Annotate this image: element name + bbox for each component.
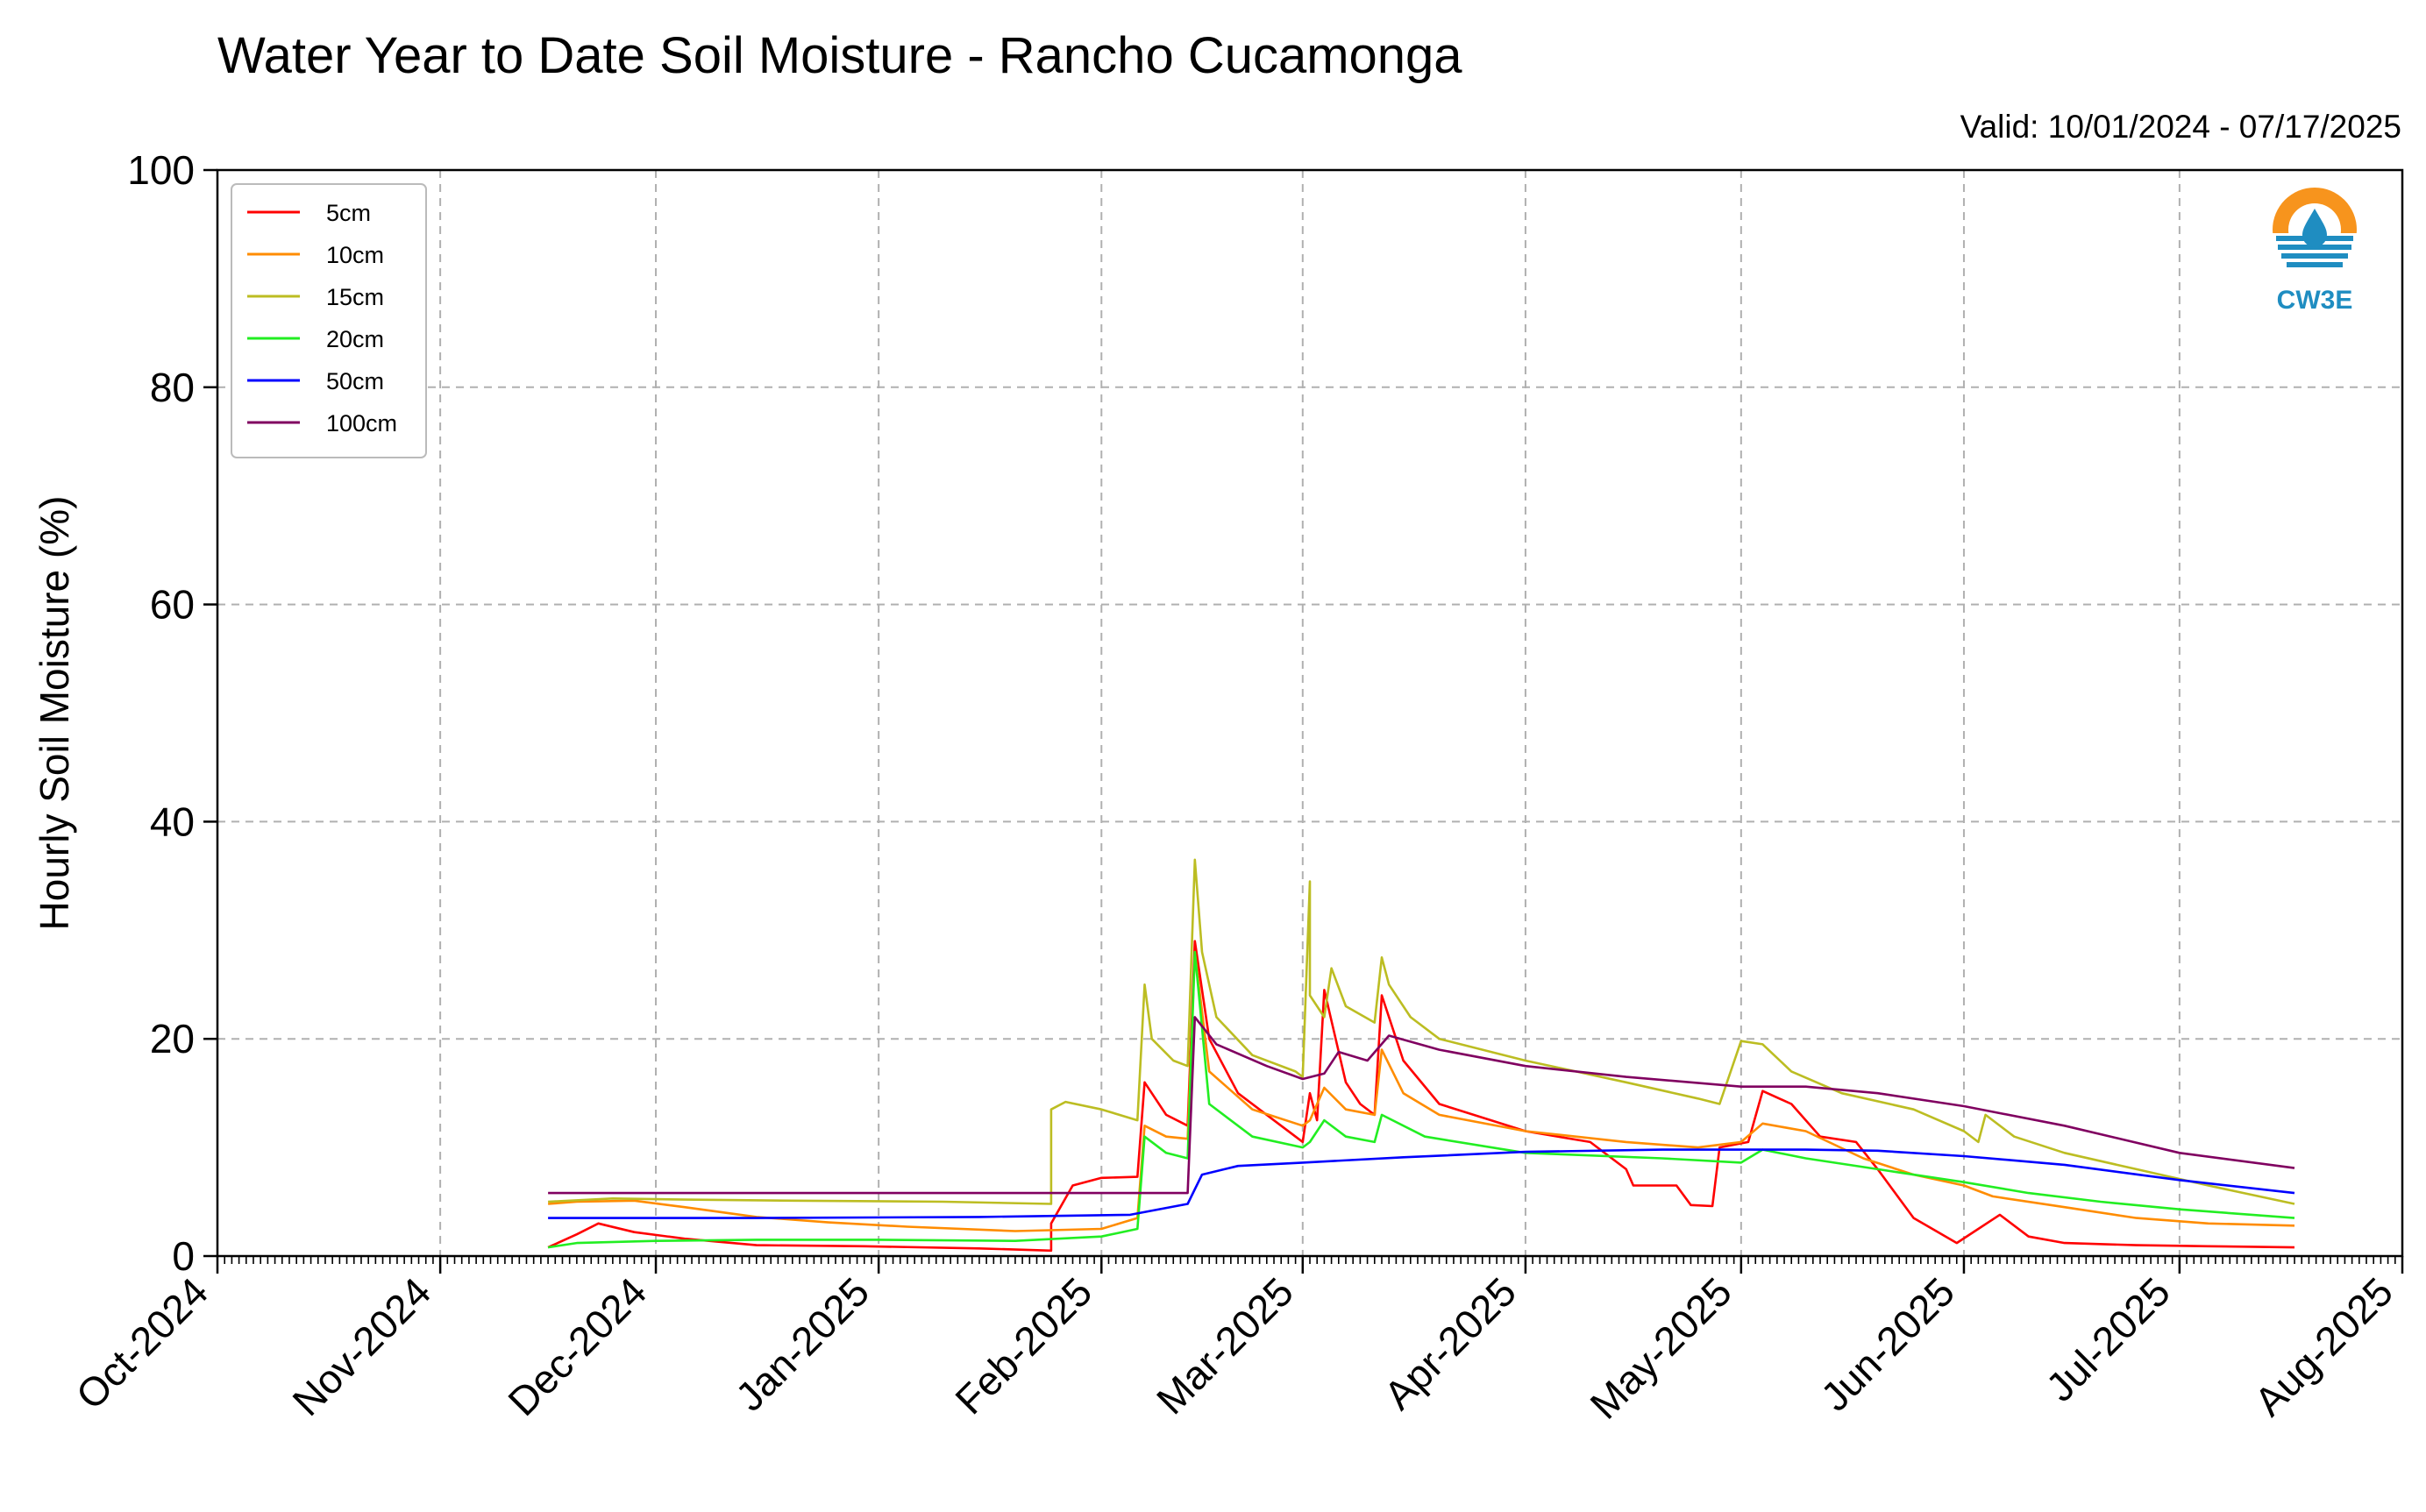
series-line-15cm <box>548 858 2295 1205</box>
y-tick-label: 0 <box>172 1233 195 1279</box>
x-tick-label: May-2025 <box>1581 1268 1739 1427</box>
series-line-5cm <box>547 940 2295 1253</box>
y-tick-label: 20 <box>150 1016 195 1061</box>
x-tick-label: Feb-2025 <box>946 1268 1100 1423</box>
y-tick-label: 60 <box>150 582 195 628</box>
x-tick-label: Jul-2025 <box>2037 1268 2179 1410</box>
cw3e-logo: CW3E <box>2273 188 2357 315</box>
x-tick-label: Mar-2025 <box>1148 1268 1302 1423</box>
series-line-100cm <box>548 1016 2295 1195</box>
legend-label-5cm: 5cm <box>326 200 371 226</box>
chart-title: Water Year to Date Soil Moisture - Ranch… <box>217 27 1462 84</box>
x-tick-label: Nov-2024 <box>283 1268 439 1424</box>
y-tick-label: 100 <box>127 147 195 193</box>
x-tick-label: Oct-2024 <box>68 1268 217 1418</box>
x-tick-label: Aug-2025 <box>2245 1268 2401 1424</box>
legend-label-10cm: 10cm <box>326 242 384 268</box>
series-line-10cm <box>548 950 2295 1232</box>
x-tick-label: Apr-2025 <box>1375 1268 1525 1418</box>
legend-label-15cm: 15cm <box>326 284 384 310</box>
legend: 5cm 10cm 15cm 20cm 50cm 100cm <box>231 183 427 458</box>
series-line-50cm <box>548 1148 2295 1219</box>
x-tick-label: Jun-2025 <box>1812 1268 1963 1419</box>
x-tick-label: Jan-2025 <box>727 1268 878 1419</box>
y-tick-label: 40 <box>150 799 195 844</box>
logo-label: CW3E <box>2277 286 2353 315</box>
y-tick-label: 80 <box>150 365 195 410</box>
data-series <box>547 858 2295 1253</box>
water-drop-icon <box>2302 209 2327 247</box>
legend-label-50cm: 50cm <box>326 368 384 394</box>
legend-box <box>231 183 427 458</box>
series-line-20cm <box>547 950 2295 1249</box>
legend-label-20cm: 20cm <box>326 326 384 352</box>
y-axis-label: Hourly Soil Moisture (%) <box>32 496 77 931</box>
chart-subtitle: Valid: 10/01/2024 - 07/17/2025 <box>1960 109 2401 145</box>
legend-label-100cm: 100cm <box>326 410 397 437</box>
x-tick-label: Dec-2024 <box>499 1268 655 1424</box>
